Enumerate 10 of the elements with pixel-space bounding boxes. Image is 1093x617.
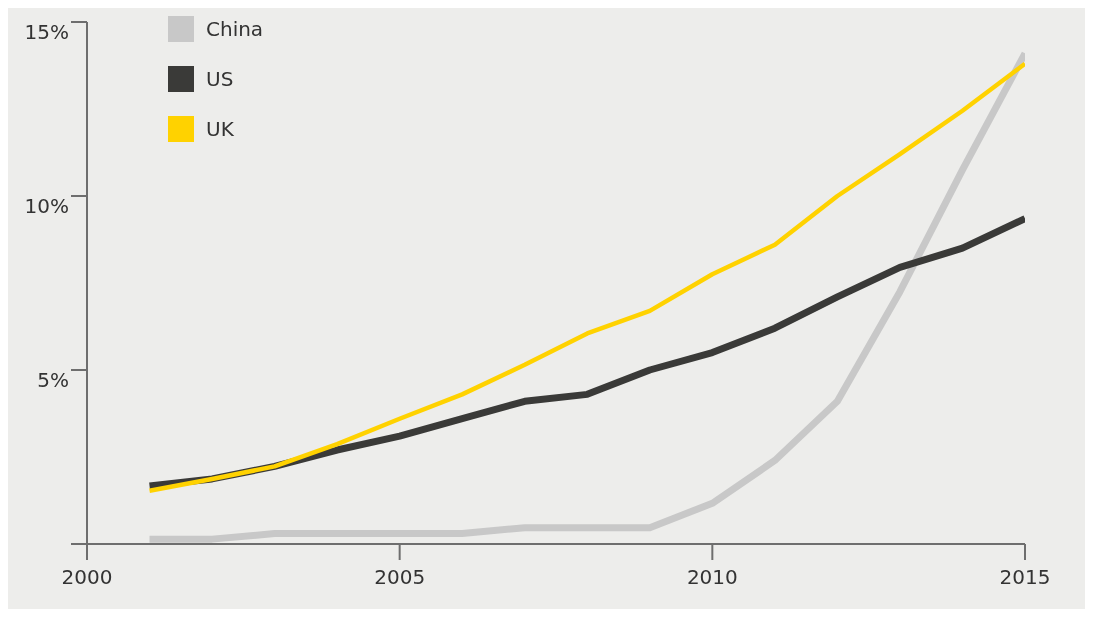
y-tick-label: 10% xyxy=(24,194,69,219)
legend-label: UK xyxy=(206,117,234,141)
y-tick-label: 5% xyxy=(37,368,69,393)
legend-label: US xyxy=(206,67,234,91)
x-tick-label: 2005 xyxy=(374,565,426,590)
legend-label: China xyxy=(206,17,264,41)
y-tick-label: 15% xyxy=(24,20,69,45)
x-tick-label: 2010 xyxy=(686,565,738,590)
x-tick-label: 2000 xyxy=(61,565,113,590)
x-tick-label: 2015 xyxy=(999,565,1051,590)
